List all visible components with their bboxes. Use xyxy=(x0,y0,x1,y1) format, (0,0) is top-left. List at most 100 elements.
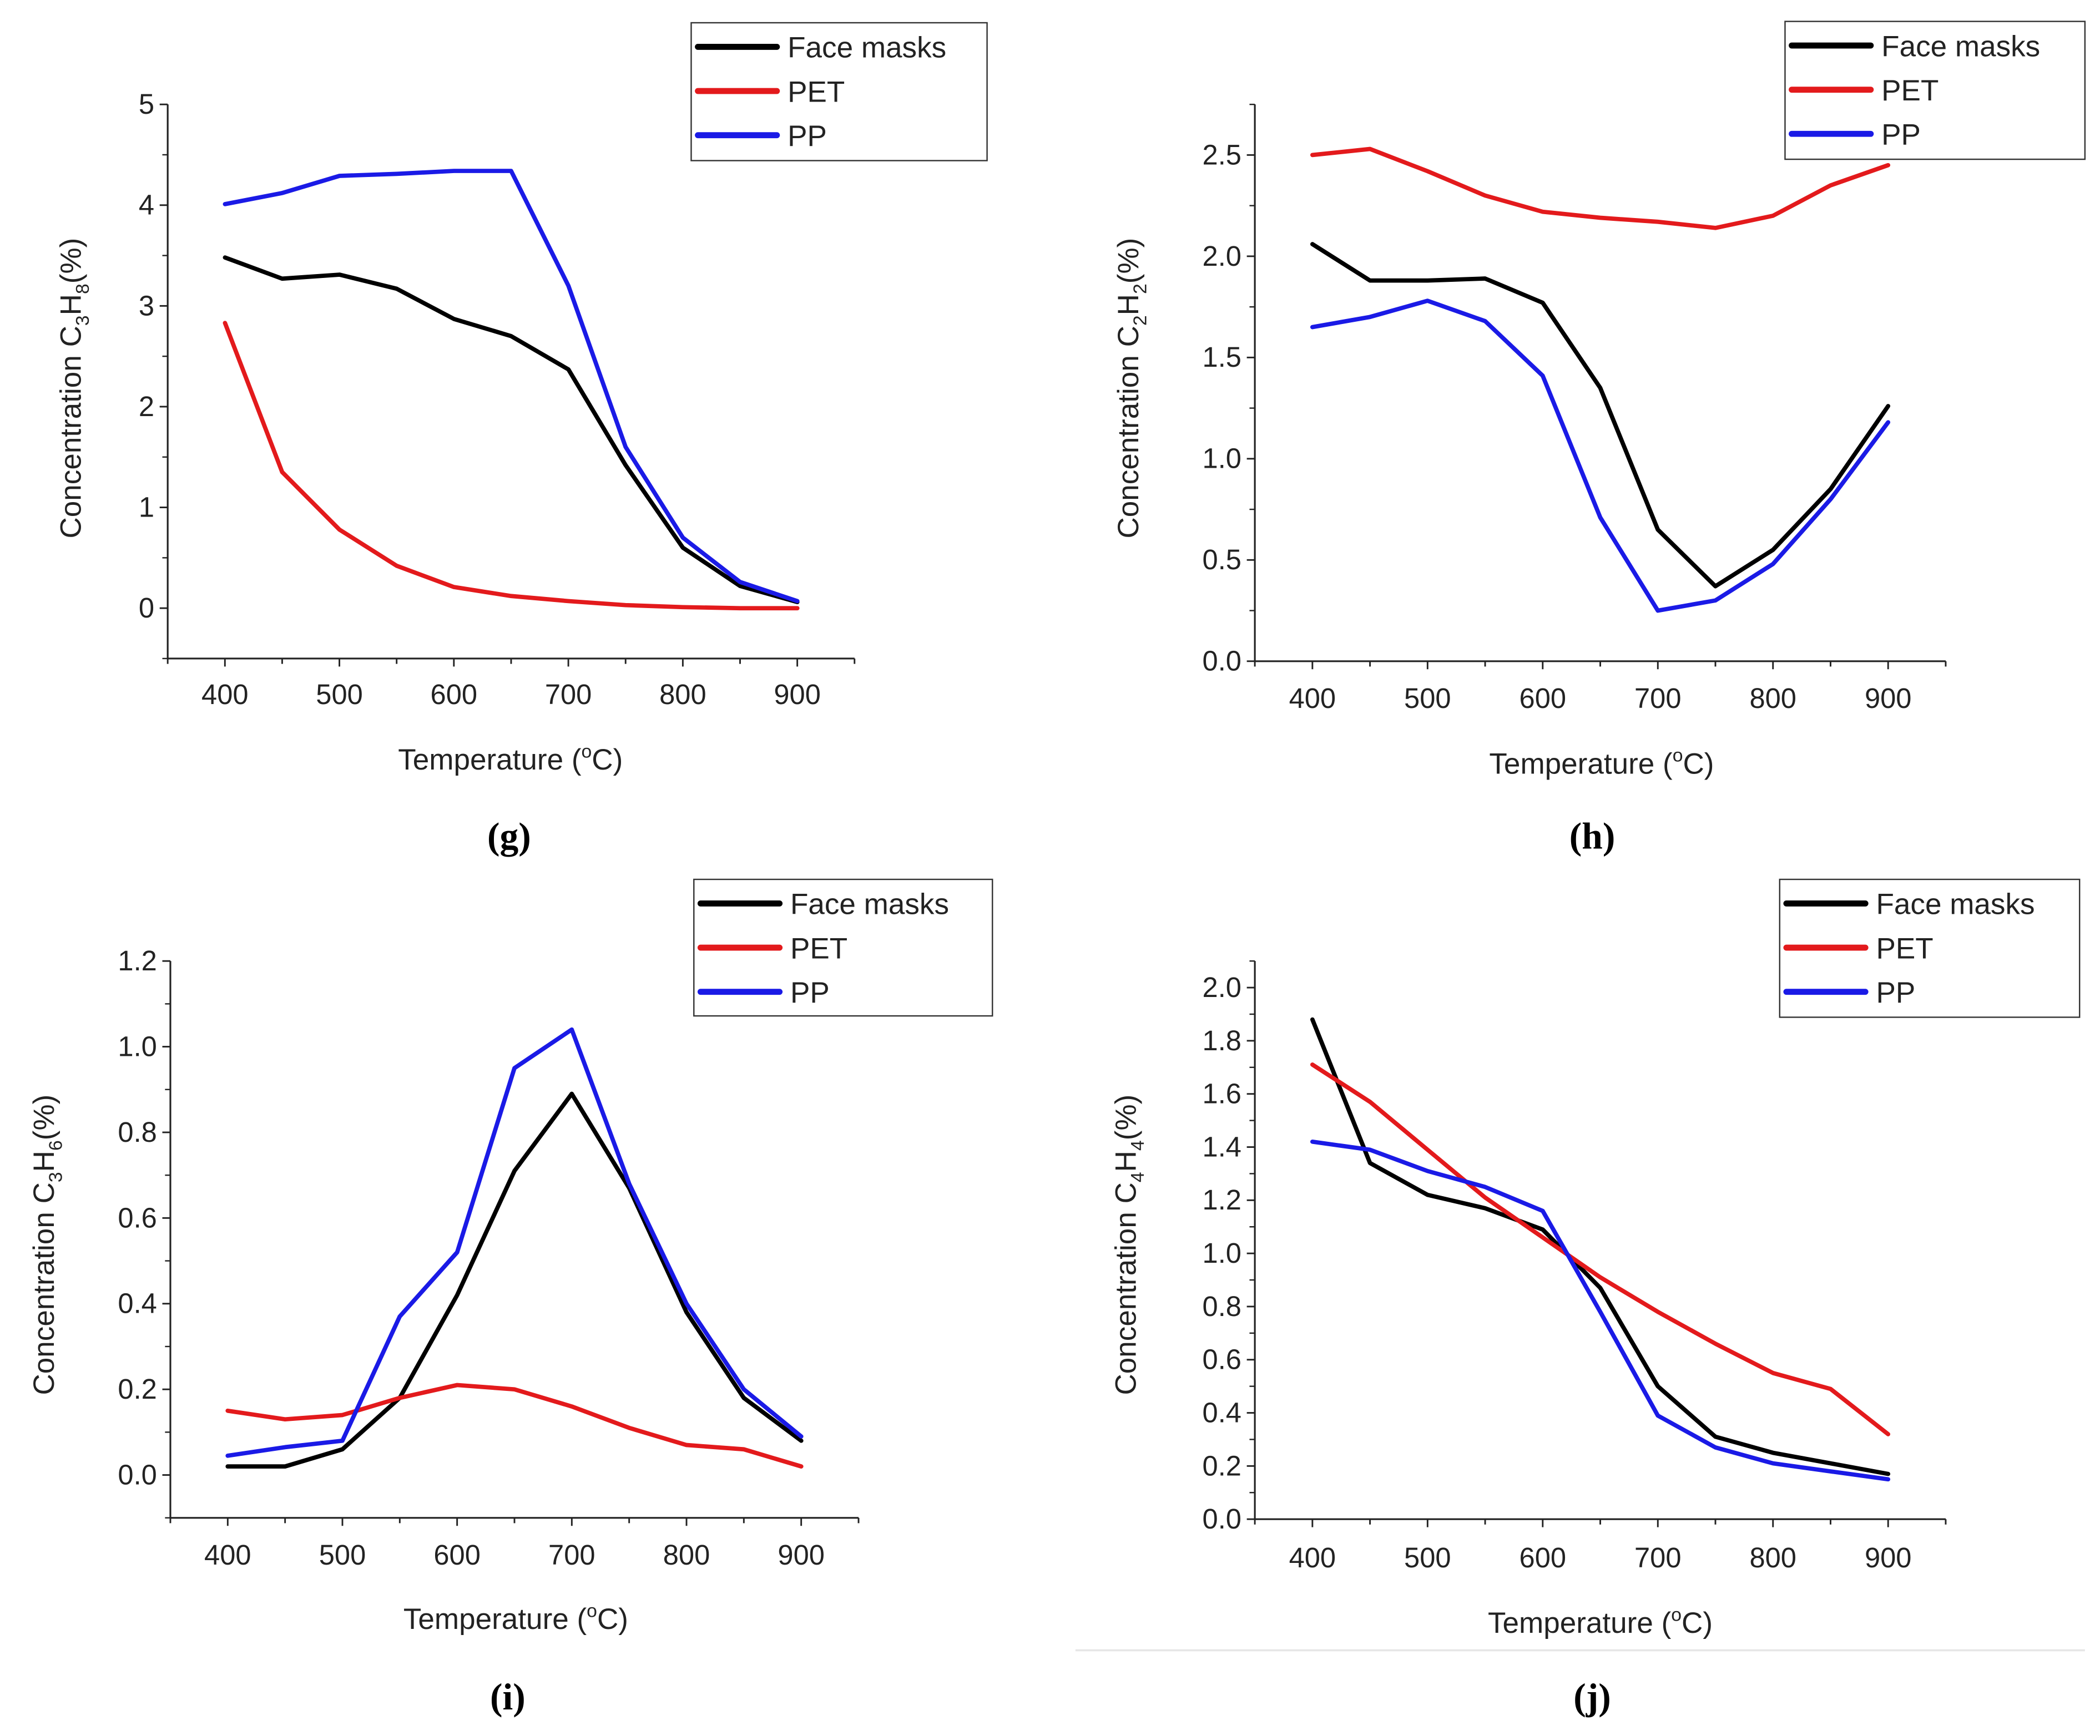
legend-label: PP xyxy=(787,120,827,153)
panel-label: (g) xyxy=(487,816,531,857)
x-tick-label: 700 xyxy=(548,1539,595,1571)
y-axis-title: Concentration C3H6(%) xyxy=(28,1095,66,1395)
x-axis-title: Temperature (oC) xyxy=(403,1600,628,1636)
y-tick-label: 0.0 xyxy=(1203,1503,1241,1535)
x-tick-label: 400 xyxy=(204,1539,251,1571)
x-tick-label: 600 xyxy=(1520,682,1567,714)
legend-label: PP xyxy=(1881,119,1921,151)
x-axis-title: Temperature (oC) xyxy=(1489,745,1714,781)
x-axis-title-part: C) xyxy=(1683,747,1714,780)
series-line-pp xyxy=(225,1027,804,1458)
y-tick-label: 0.8 xyxy=(118,1116,157,1148)
y-axis-title-part: 3 xyxy=(46,1172,67,1182)
y-axis-title-part: 3 xyxy=(72,315,93,326)
y-tick-label: 1.0 xyxy=(1203,1237,1241,1269)
x-tick-label: 800 xyxy=(1749,682,1796,714)
x-tick-label: 800 xyxy=(659,679,706,710)
x-axis-title: Temperature (oC) xyxy=(398,741,623,776)
legend-label: PP xyxy=(790,976,830,1009)
y-tick-label: 5 xyxy=(139,88,154,120)
y-tick-label: 1.4 xyxy=(1203,1131,1241,1162)
y-tick-label: 0 xyxy=(139,592,154,624)
legend-label: Face masks xyxy=(1876,888,2035,921)
panel-label: (h) xyxy=(1569,816,1616,857)
y-axis-title-part: (%) xyxy=(1112,238,1145,284)
x-tick-label: 500 xyxy=(1404,682,1451,714)
y-axis-title: Concentration C2H2(%) xyxy=(1112,238,1150,539)
series-line-pet xyxy=(1310,1062,1891,1436)
series-line-pp xyxy=(1310,1139,1891,1482)
y-axis-title-part: (%) xyxy=(28,1095,60,1141)
x-tick-label: 700 xyxy=(1634,682,1682,714)
y-tick-label: 1.5 xyxy=(1203,341,1241,373)
legend-label: PET xyxy=(1876,932,1934,965)
y-tick-label: 1.0 xyxy=(1203,443,1241,474)
y-tick-label: 0.4 xyxy=(1203,1396,1241,1428)
y-axis-title: Concentration C3H8(%) xyxy=(54,238,93,539)
x-tick-label: 600 xyxy=(433,1539,481,1571)
x-axis-title-part: C) xyxy=(597,1603,628,1636)
legend-label: PET xyxy=(1881,74,1939,107)
x-tick-label: 600 xyxy=(431,679,478,710)
x-axis-title: Temperature (oC) xyxy=(1488,1605,1713,1640)
x-axis-title-part: o xyxy=(1671,1605,1682,1626)
x-tick-label: 700 xyxy=(1634,1542,1682,1573)
legend: Face masks PET PP xyxy=(690,22,988,161)
y-tick-label: 0.8 xyxy=(1203,1290,1241,1322)
legend: Face masks PET PP xyxy=(1779,878,2081,1018)
x-axis-title-part: o xyxy=(582,741,592,762)
series-line-pp xyxy=(1310,298,1891,613)
y-axis-title-part: 2 xyxy=(1130,284,1151,294)
y-tick-label: 1.2 xyxy=(1203,1184,1241,1216)
y-axis-title-part: (%) xyxy=(54,238,87,284)
y-axis-title-part: Concentration C xyxy=(28,1182,60,1395)
y-axis-title-part: 8 xyxy=(72,284,93,294)
y-axis-title-part: (%) xyxy=(1109,1095,1142,1141)
legend-label: Face masks xyxy=(790,888,949,921)
series-line-face-masks xyxy=(1310,1017,1891,1476)
x-tick-label: 800 xyxy=(1749,1542,1796,1573)
y-axis-title-part: H xyxy=(1112,294,1145,315)
x-axis-title-part: C) xyxy=(592,743,623,776)
y-axis-title-part: H xyxy=(1109,1151,1142,1172)
y-axis-title-part: 4 xyxy=(1127,1140,1148,1151)
x-axis-title-part: Temperature ( xyxy=(1488,1607,1672,1639)
x-axis-title-part: Temperature ( xyxy=(398,743,582,776)
y-tick-label: 3 xyxy=(139,290,154,321)
y-axis-title-part: 6 xyxy=(46,1140,67,1151)
legend: Face masks PET PP xyxy=(1784,21,2086,160)
y-axis-title-part: H xyxy=(54,294,87,315)
y-axis-title-part: Concentration C xyxy=(54,326,87,538)
x-tick-label: 500 xyxy=(316,679,363,710)
x-tick-label: 500 xyxy=(319,1539,366,1571)
y-tick-label: 1.6 xyxy=(1203,1078,1241,1110)
legend: Face masks PET PP xyxy=(693,878,993,1017)
y-tick-label: 0.2 xyxy=(118,1373,157,1405)
x-axis-title-part: Temperature ( xyxy=(1489,747,1673,780)
chart-panel: 400 500 600 700 800 900 0.0 0.5 1.0 1.5 2.0 2.5 Temp… xyxy=(1112,21,2086,857)
y-tick-label: 0.6 xyxy=(1203,1344,1241,1375)
x-tick-label: 600 xyxy=(1520,1542,1567,1573)
x-axis-title-part: o xyxy=(587,1600,597,1621)
y-axis-title-part: 2 xyxy=(1130,315,1151,326)
series-line-face-masks xyxy=(225,1091,804,1469)
x-tick-label: 900 xyxy=(1865,1542,1912,1573)
y-tick-label: 2.5 xyxy=(1203,139,1241,170)
x-tick-label: 900 xyxy=(774,679,821,710)
x-axis-title-part: Temperature ( xyxy=(403,1603,587,1636)
y-axis-title-part: H xyxy=(28,1151,60,1172)
x-tick-label: 900 xyxy=(778,1539,825,1571)
y-axis-title-part: Concentration C xyxy=(1112,326,1145,538)
y-axis-title-part: 4 xyxy=(1127,1172,1148,1182)
x-tick-label: 900 xyxy=(1865,682,1912,714)
x-tick-label: 800 xyxy=(663,1539,710,1571)
y-axis-title-part: Concentration C xyxy=(1109,1182,1142,1395)
x-axis-title-part: C) xyxy=(1682,1607,1713,1639)
y-tick-label: 0.0 xyxy=(118,1459,157,1490)
x-tick-label: 700 xyxy=(545,679,592,710)
panel-label: (i) xyxy=(490,1676,526,1718)
series-line-pp xyxy=(223,169,800,604)
legend-label: PP xyxy=(1876,976,1916,1009)
y-tick-label: 0.5 xyxy=(1203,544,1241,575)
x-tick-label: 400 xyxy=(1289,1542,1336,1573)
